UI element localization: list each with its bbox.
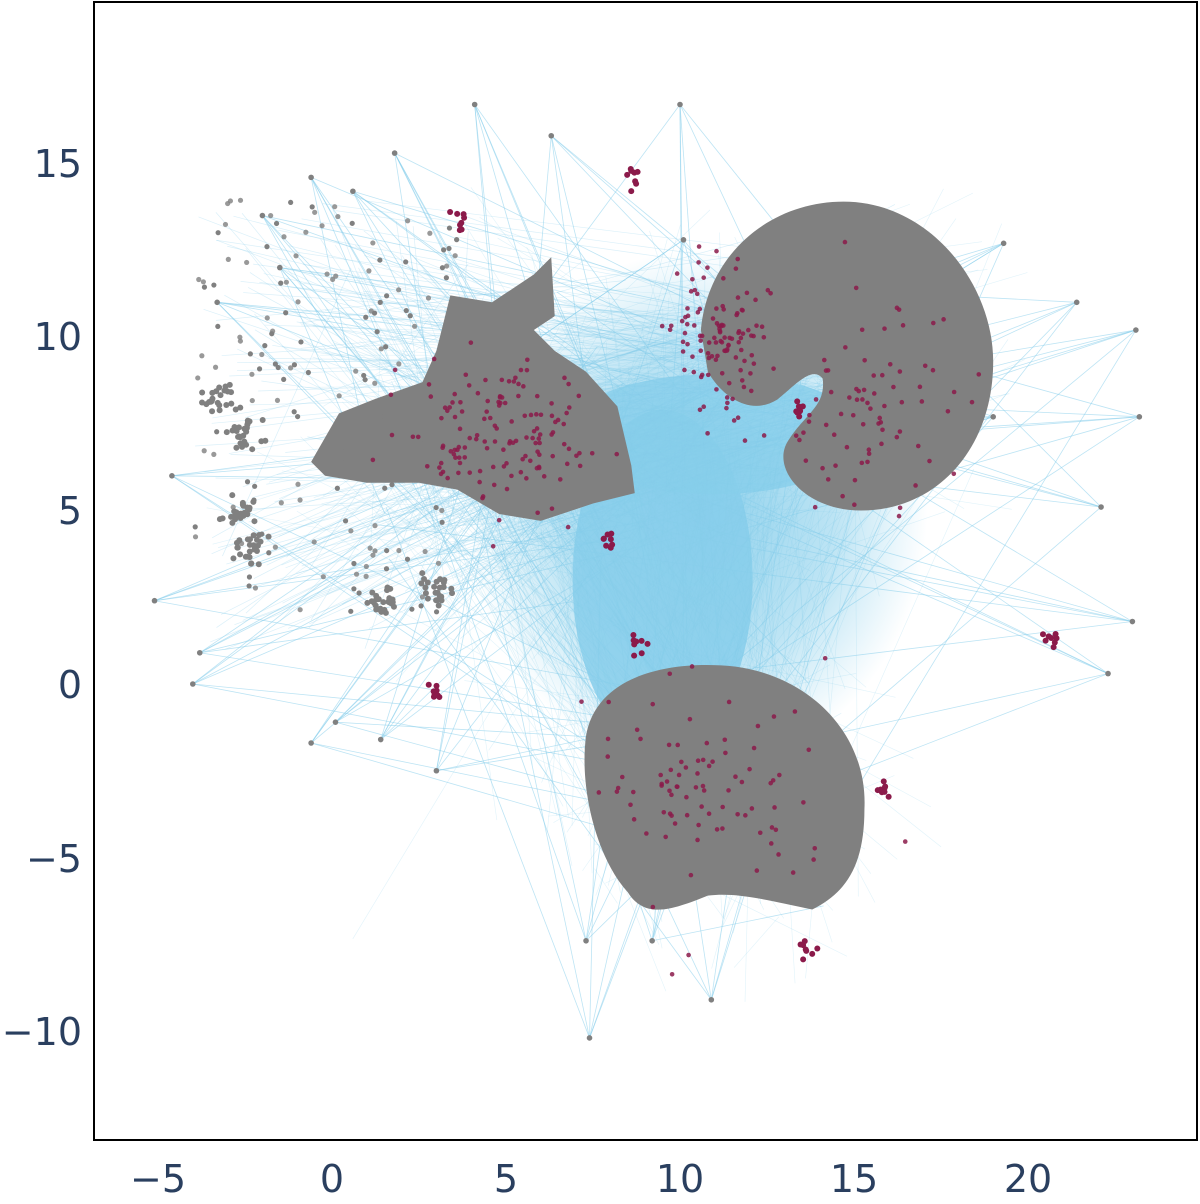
y-tick-label: −10 — [2, 1010, 82, 1054]
x-tick-label: 15 — [830, 1157, 878, 1200]
x-tick-label: −5 — [130, 1157, 186, 1200]
x-tick-label: 5 — [494, 1157, 518, 1200]
y-axis: 15 10 5 0 −5 −10 — [2, 142, 82, 1054]
y-tick-label: 0 — [58, 663, 82, 707]
y-tick-label: 15 — [34, 142, 82, 186]
x-tick-label: 0 — [320, 1157, 344, 1200]
x-axis: −5 0 5 10 15 20 — [130, 1157, 1052, 1200]
x-tick-label: 20 — [1004, 1157, 1052, 1200]
y-tick-label: 5 — [58, 489, 82, 533]
y-tick-label: −5 — [26, 837, 82, 881]
x-tick-label: 10 — [656, 1157, 704, 1200]
y-tick-label: 10 — [34, 315, 82, 359]
